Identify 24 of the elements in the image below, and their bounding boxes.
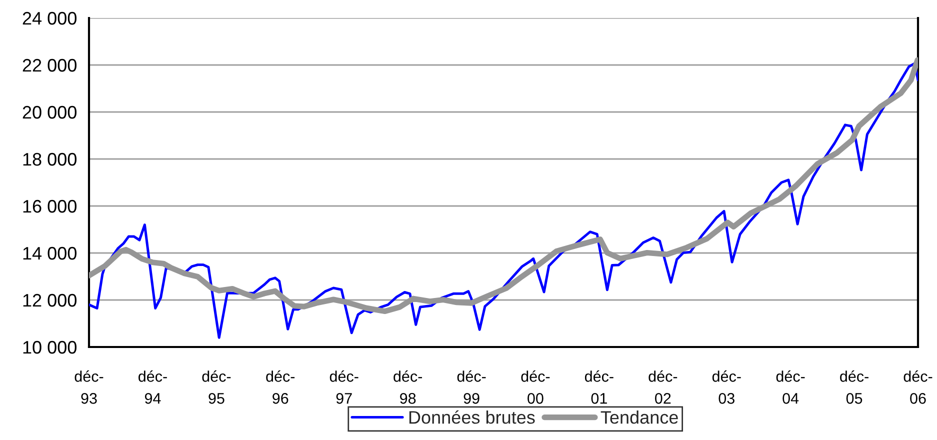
x-tick-label: déc- 03 — [712, 370, 741, 404]
x-tick-label: déc- 02 — [648, 370, 678, 404]
x-tick-label: déc- 98 — [394, 370, 422, 404]
x-tick-label: déc- 96 — [266, 370, 295, 404]
x-tick-label: déc- 94 — [138, 370, 167, 404]
legend-label: Tendance — [600, 410, 678, 424]
y-tick-label: 18 000 — [23, 152, 76, 166]
x-tick-label: déc- 97 — [330, 370, 358, 404]
y-tick-label: 16 000 — [23, 200, 76, 213]
x-tick-label: déc- 99 — [457, 370, 486, 404]
y-tick-label: 20 000 — [22, 106, 76, 119]
x-tick-label: déc- 01 — [584, 370, 614, 404]
y-tick-label: 24 000 — [22, 12, 76, 25]
x-tick-label: déc- 95 — [202, 370, 231, 404]
x-tick-label: déc- 06 — [904, 370, 932, 404]
y-tick-label: 10 000 — [23, 340, 76, 354]
y-tick-label: 22 000 — [22, 58, 76, 72]
x-tick-label: déc- 93 — [74, 370, 104, 404]
x-tick-label: déc- 00 — [521, 370, 550, 404]
legend-label: Données brutes — [409, 410, 535, 424]
x-tick-label: déc- 04 — [776, 370, 805, 404]
x-tick-label: déc- 05 — [840, 370, 868, 404]
y-tick-label: 14 000 — [23, 246, 76, 260]
y-tick-label: 12 000 — [23, 294, 76, 307]
